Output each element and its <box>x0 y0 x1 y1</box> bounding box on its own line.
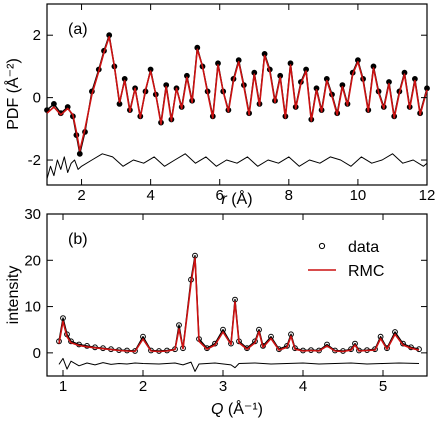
panel-b-y-tick-label: 0 <box>33 345 41 362</box>
panel-b-data-point <box>260 343 266 349</box>
panel-a-fit-line <box>46 36 428 152</box>
panel-a-content <box>44 32 430 179</box>
panel-b-data-point <box>324 341 330 348</box>
panel-a-x-tick-label: 8 <box>285 187 293 204</box>
panel-b-x-axis-unit: (Å⁻¹) <box>223 399 263 418</box>
panel-b-x-axis-label: Q (Å⁻¹) <box>211 399 263 418</box>
panel-b-x-tick-label: 3 <box>219 378 227 395</box>
panel-a-x-axis-unit: (Å) <box>227 189 253 208</box>
panel-b-data-point <box>284 343 290 349</box>
panel-b-difference-line <box>58 357 420 372</box>
panel-b-data-point <box>176 322 182 329</box>
panel-b: 1 2 3 4 5 0 10 20 30 (b) intensity Q (Å⁻¹) data … <box>5 206 428 418</box>
panel-b-data-point <box>384 345 390 352</box>
panel-b-data-point <box>400 340 406 347</box>
panel-a-x-tick-label: 12 <box>419 187 436 204</box>
legend-rmc-label: RMC <box>348 263 384 280</box>
panel-b-content <box>56 252 422 372</box>
panel-a-y-axis-label: PDF (Å⁻²) <box>3 58 22 130</box>
panel-b-x-tick-label: 2 <box>139 378 147 395</box>
panel-a-label: (a) <box>68 21 88 38</box>
panel-a-difference-line <box>46 153 428 179</box>
panel-b-frame <box>46 213 428 377</box>
panel-a-x-axis-variable: r <box>221 191 227 208</box>
panel-a-data-point <box>51 101 57 107</box>
panel-b-data-point <box>56 338 62 345</box>
panel-a-data-point <box>76 150 83 157</box>
panel-b-x-tick-label: 1 <box>59 378 67 395</box>
panel-b-data-point <box>60 315 66 322</box>
panel-b-x-axis-variable: Q <box>211 401 223 418</box>
panel-a-x-tick-label: 6 <box>216 187 224 204</box>
panel-a-y-tick-label: 0 <box>33 90 41 107</box>
panel-a-x-tick-label: 4 <box>146 187 154 204</box>
legend-data-label: data <box>348 239 379 256</box>
panel-b-ticks: 1 2 3 4 5 0 10 20 30 <box>24 206 427 395</box>
panel-b-y-tick-label: 10 <box>24 299 41 316</box>
panel-a-frame <box>46 3 428 186</box>
panel-a-x-axis-label: r (Å) <box>221 189 252 208</box>
panel-b-x-tick-label: 5 <box>379 378 387 395</box>
panel-b-data-point <box>68 338 74 345</box>
panel-b-data-point <box>292 345 298 352</box>
legend-data-marker <box>318 242 326 250</box>
panel-b-rmc-line <box>58 257 420 353</box>
panel-b-y-axis-label: intensity <box>5 266 22 325</box>
panel-b-data-point <box>348 346 354 353</box>
panel-a-y-tick-label: -2 <box>28 152 41 169</box>
panel-b-x-tick-label: 4 <box>299 378 307 395</box>
panel-b-data-point <box>212 340 218 347</box>
panel-a: 2 4 6 8 10 12 -2 0 2 (a) PDF (Å⁻²) r (Å) <box>3 3 436 208</box>
legend: data RMC <box>308 239 384 280</box>
panel-b-label: (b) <box>68 231 88 248</box>
panel-a-y-tick-label: 2 <box>33 27 41 44</box>
panel-a-x-tick-label: 10 <box>350 187 367 204</box>
panel-b-y-tick-label: 20 <box>24 252 41 269</box>
panel-a-ticks: 2 4 6 8 10 12 -2 0 2 <box>28 4 436 204</box>
panel-a-x-tick-label: 2 <box>77 187 85 204</box>
panel-b-data-point <box>372 346 378 353</box>
panel-b-y-tick-label: 30 <box>24 206 41 223</box>
